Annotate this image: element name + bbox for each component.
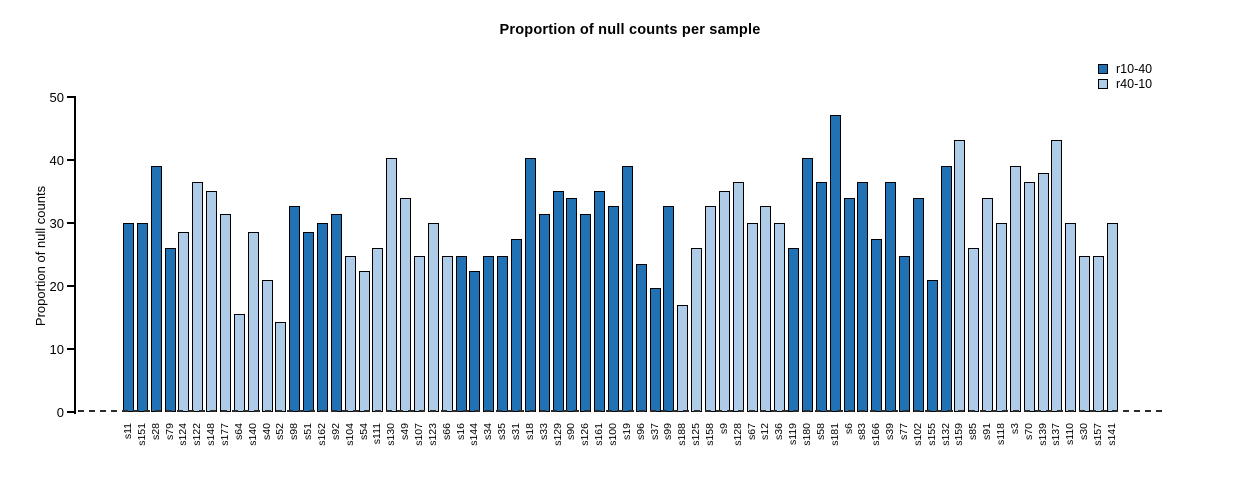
bar-s140 [247, 231, 259, 412]
legend-item-r10-40: r10-40 [1098, 61, 1152, 76]
bar-s144 [469, 271, 481, 412]
chart-title: Proportion of null counts per sample [499, 22, 761, 38]
bar-s31 [510, 239, 522, 412]
bar-s70 [1023, 181, 1035, 412]
bar-s36 [774, 223, 786, 412]
bar-s104 [344, 256, 356, 412]
bar-s122 [192, 181, 204, 412]
y-tick-mark [67, 221, 75, 224]
bar-s79 [164, 247, 176, 412]
bar-s11 [123, 223, 134, 412]
bar-s159 [954, 140, 966, 412]
y-tick-mark [67, 95, 75, 98]
legend-label: r40-10 [1116, 76, 1153, 91]
bar-s54 [358, 271, 370, 412]
bar-s6 [843, 198, 855, 412]
bar-s161 [594, 190, 606, 412]
bar-s64 [233, 313, 245, 412]
bar-s16 [455, 256, 467, 412]
bar-s130 [386, 157, 398, 412]
bar-s102 [912, 198, 924, 412]
legend-label: r10-40 [1116, 61, 1153, 76]
bar-s85 [968, 247, 980, 412]
bar-s33 [538, 213, 550, 412]
y-tick-label: 50 [49, 89, 64, 105]
bar-s166 [871, 239, 883, 412]
bar-s3 [1009, 165, 1021, 412]
bar-s107 [413, 256, 425, 412]
bar-s98 [289, 206, 301, 412]
y-tick-mark [67, 347, 75, 350]
bar-s28 [150, 165, 162, 412]
bar-s100 [607, 206, 619, 412]
legend-swatch-r10-40-icon [1098, 63, 1108, 74]
legend-swatch-r40-10-icon [1098, 78, 1108, 89]
legend-item-r40-10: r40-10 [1098, 76, 1152, 91]
y-tick-mark [67, 158, 75, 161]
bar-s129 [552, 190, 564, 412]
bar-s92 [330, 213, 342, 412]
bar-s141 [1106, 223, 1118, 412]
bar-s110 [1065, 223, 1077, 412]
bar-s34 [483, 256, 495, 412]
bar-s39 [885, 181, 897, 412]
bar-s132 [940, 165, 952, 412]
bar-s99 [663, 206, 675, 412]
bar-s83 [857, 181, 869, 412]
bar-s137 [1051, 140, 1063, 412]
y-tick-label: 30 [49, 215, 64, 231]
bar-s49 [400, 198, 412, 412]
bar-s18 [524, 157, 536, 412]
bar-s128 [732, 181, 744, 412]
bar-s155 [926, 280, 938, 412]
bar-s9 [718, 190, 730, 412]
bar-s125 [691, 247, 703, 412]
bar-s139 [1037, 173, 1049, 412]
bar-s91 [982, 198, 994, 412]
y-tick-label: 20 [49, 278, 64, 294]
y-tick-label: 10 [49, 341, 64, 357]
y-tick-label: 40 [49, 152, 64, 168]
bar-s124 [178, 231, 190, 412]
bar-s96 [635, 264, 647, 412]
bar-s119 [788, 247, 800, 412]
bar-s151 [136, 223, 148, 412]
bar-s111 [372, 247, 384, 412]
bar-s177 [219, 213, 231, 412]
bar-s158 [704, 206, 716, 412]
y-tick-mark [67, 411, 75, 413]
bar-s123 [427, 223, 439, 412]
bar-s30 [1079, 256, 1091, 412]
bar-s12 [760, 206, 772, 412]
bar-s58 [815, 181, 827, 412]
bar-s162 [316, 223, 328, 412]
bar-s90 [566, 198, 578, 412]
y-tick-label: 0 [56, 405, 64, 420]
bar-s188 [677, 305, 689, 412]
bar-s66 [441, 256, 453, 412]
bar-s148 [206, 190, 218, 412]
bar-s35 [497, 256, 509, 412]
bar-s180 [801, 157, 813, 412]
bar-s37 [649, 288, 661, 412]
bar-s51 [303, 231, 315, 412]
bar-s181 [829, 114, 841, 412]
bar-s126 [580, 213, 592, 412]
bar-s52 [275, 321, 287, 412]
bar-s118 [995, 223, 1007, 412]
bar-s19 [621, 165, 633, 412]
legend: r10-40 r40-10 [1098, 61, 1152, 91]
y-axis-line [74, 96, 76, 414]
zero-baseline-dashed-line [78, 410, 1164, 412]
bar-s77 [898, 256, 910, 412]
bar-s40 [261, 280, 273, 412]
y-tick-mark [67, 284, 75, 287]
bar-s157 [1092, 256, 1104, 412]
bar-s67 [746, 223, 758, 412]
